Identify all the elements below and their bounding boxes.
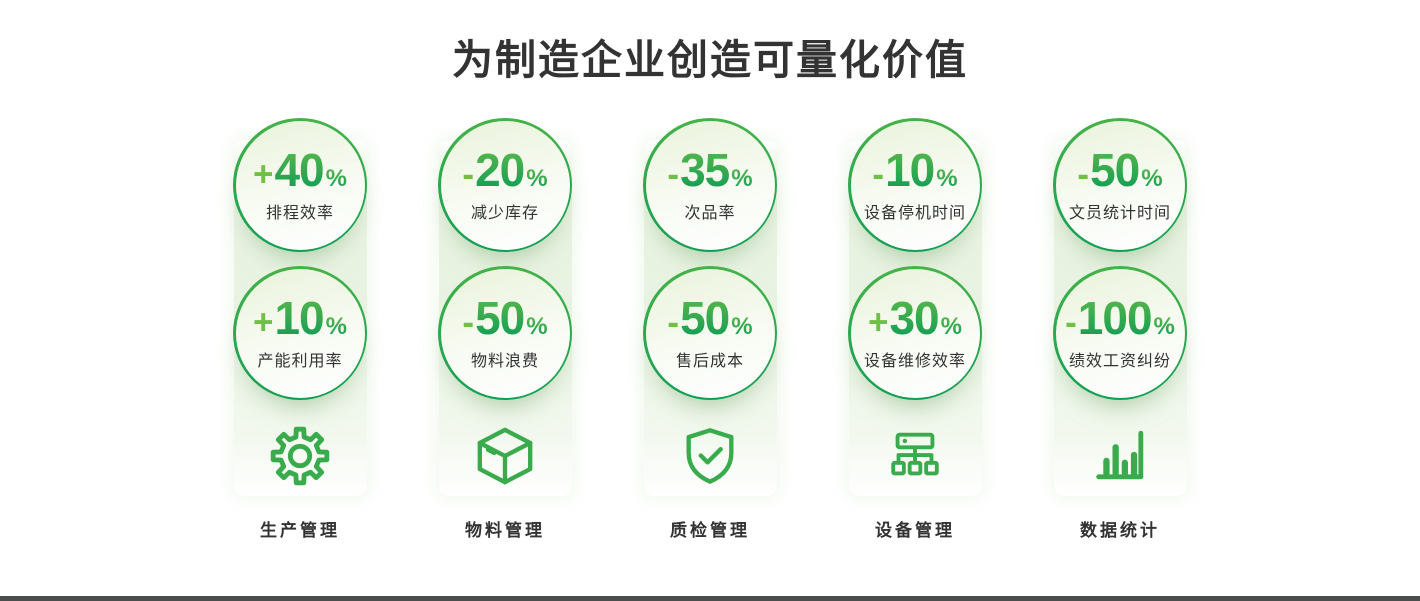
metric-value: -50% bbox=[667, 295, 752, 341]
metric-circle: +40% 排程效率 bbox=[233, 118, 367, 252]
metric-number: 50 bbox=[680, 292, 730, 344]
metric-sign: - bbox=[1077, 155, 1090, 194]
metric-value: -10% bbox=[872, 147, 957, 193]
metric-unit: % bbox=[940, 313, 962, 340]
metric-value: -35% bbox=[667, 147, 752, 193]
metric-value: +40% bbox=[253, 147, 347, 193]
column-label: 设备管理 bbox=[875, 521, 955, 540]
metric-label: 产能利用率 bbox=[257, 353, 343, 370]
metric-value: +30% bbox=[868, 295, 962, 341]
metric-sign: - bbox=[667, 155, 680, 194]
metric-label: 设备维修效率 bbox=[863, 353, 966, 370]
column-statistics: -50% 文员统计时间 -100% 绩效工资纠纷 数据统计 bbox=[1051, 118, 1190, 541]
metric-unit: % bbox=[936, 165, 958, 192]
metric-circle: -100% 绩效工资纠纷 bbox=[1053, 266, 1187, 400]
section-divider bbox=[0, 596, 1420, 601]
metric-unit: % bbox=[1153, 313, 1175, 340]
metric-number: 50 bbox=[1090, 144, 1140, 196]
metric-label: 售后成本 bbox=[675, 353, 744, 370]
device-network-icon bbox=[891, 432, 939, 476]
column-equipment: -10% 设备停机时间 +30% 设备维修效率 设备管理 bbox=[846, 118, 985, 541]
metric-number: 40 bbox=[274, 144, 324, 196]
metric-circle: -10% 设备停机时间 bbox=[848, 118, 982, 252]
metric-sign: + bbox=[253, 155, 274, 194]
metric-label: 设备停机时间 bbox=[863, 205, 966, 222]
columns-container: +40% 排程效率 +10% 产能利用率 生产管理 bbox=[0, 118, 1420, 541]
metric-circle: +30% 设备维修效率 bbox=[848, 266, 982, 400]
column-label: 数据统计 bbox=[1080, 521, 1160, 540]
metric-circle: -50% 售后成本 bbox=[643, 266, 777, 400]
column-material: -20% 减少库存 -50% 物料浪费 物料管理 bbox=[436, 118, 575, 541]
metric-sign: - bbox=[462, 303, 475, 342]
metric-circle: -50% 文员统计时间 bbox=[1053, 118, 1187, 252]
metric-label: 次品率 bbox=[684, 205, 736, 222]
metric-value: -50% bbox=[1077, 147, 1162, 193]
metric-unit: % bbox=[1141, 165, 1163, 192]
metric-unit: % bbox=[526, 313, 548, 340]
metric-label: 文员统计时间 bbox=[1068, 205, 1171, 222]
column-production: +40% 排程效率 +10% 产能利用率 生产管理 bbox=[231, 118, 370, 541]
metric-number: 35 bbox=[680, 144, 730, 196]
column-label: 物料管理 bbox=[465, 521, 545, 540]
metric-sign: + bbox=[253, 303, 274, 342]
metric-label: 减少库存 bbox=[470, 205, 539, 222]
column-label: 质检管理 bbox=[670, 521, 750, 540]
metric-value: -100% bbox=[1065, 295, 1175, 341]
metric-label: 绩效工资纠纷 bbox=[1068, 353, 1171, 370]
metric-number: 10 bbox=[274, 292, 324, 344]
metric-unit: % bbox=[731, 165, 753, 192]
metric-circle: +10% 产能利用率 bbox=[233, 266, 367, 400]
metric-sign: - bbox=[462, 155, 475, 194]
metric-label: 物料浪费 bbox=[470, 353, 539, 370]
metric-circle: -50% 物料浪费 bbox=[438, 266, 572, 400]
metric-number: 30 bbox=[889, 292, 939, 344]
metric-unit: % bbox=[325, 313, 347, 340]
metric-number: 50 bbox=[475, 292, 525, 344]
metric-value: -20% bbox=[462, 147, 547, 193]
metric-number: 100 bbox=[1077, 292, 1153, 344]
bar-chart-icon bbox=[1096, 430, 1144, 480]
metric-circle: -35% 次品率 bbox=[643, 118, 777, 252]
metric-unit: % bbox=[526, 165, 548, 192]
metric-sign: + bbox=[868, 303, 889, 342]
shield-check-icon bbox=[686, 428, 734, 484]
metric-unit: % bbox=[731, 313, 753, 340]
metric-value: -50% bbox=[462, 295, 547, 341]
box-icon bbox=[477, 427, 533, 485]
column-quality: -35% 次品率 -50% 售后成本 质检管理 bbox=[641, 118, 780, 541]
metric-sign: - bbox=[1065, 303, 1077, 342]
metric-number: 20 bbox=[475, 144, 525, 196]
metric-value: +10% bbox=[253, 295, 347, 341]
page-title: 为制造企业创造可量化价值 bbox=[452, 37, 968, 83]
metric-sign: - bbox=[667, 303, 680, 342]
gear-icon bbox=[270, 426, 330, 486]
metric-sign: - bbox=[872, 155, 885, 194]
metric-label: 排程效率 bbox=[265, 205, 334, 222]
metric-circle: -20% 减少库存 bbox=[438, 118, 572, 252]
metric-unit: % bbox=[325, 165, 347, 192]
metric-number: 10 bbox=[885, 144, 935, 196]
column-label: 生产管理 bbox=[260, 521, 340, 540]
